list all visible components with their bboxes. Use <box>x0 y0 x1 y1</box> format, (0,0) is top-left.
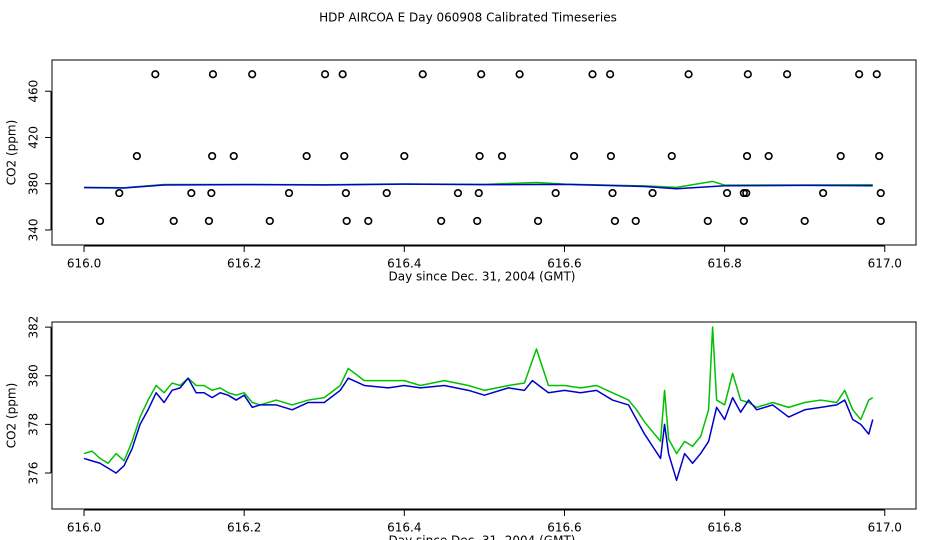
data-point <box>819 188 828 198</box>
data-point <box>477 70 486 79</box>
data-point <box>302 151 311 161</box>
data-point <box>739 216 748 226</box>
data-point <box>569 151 579 161</box>
data-point <box>667 151 676 161</box>
data-point <box>606 70 615 79</box>
data-point <box>453 188 463 198</box>
plot-frame <box>51 321 917 510</box>
y-tick-label: 376 <box>27 462 41 485</box>
data-point <box>515 70 524 79</box>
data-point <box>800 216 809 226</box>
page-title: HDP AIRCOA E Day 060908 Calibrated Times… <box>319 11 617 25</box>
data-point <box>743 70 752 79</box>
data-line <box>83 377 874 482</box>
x-tick-label: 616.2 <box>227 257 261 271</box>
data-point <box>703 216 712 226</box>
data-point <box>208 70 218 79</box>
y-tick-label: 380 <box>27 364 41 387</box>
data-point <box>418 70 427 79</box>
data-point <box>95 216 105 226</box>
x-axis-label: Day since Dec. 31, 2004 (GMT) <box>389 270 576 284</box>
data-point <box>876 216 885 226</box>
data-point <box>340 151 349 161</box>
data-point <box>473 216 482 226</box>
data-point <box>248 70 257 79</box>
x-tick-label: 616.4 <box>387 257 421 271</box>
data-point <box>855 70 864 79</box>
x-axis-label: Day since Dec. 31, 2004 (GMT) <box>389 534 576 540</box>
y-tick-label: 340 <box>27 219 41 242</box>
data-point <box>533 216 543 226</box>
data-point <box>284 188 294 198</box>
data-point <box>474 188 483 198</box>
data-point <box>208 151 217 161</box>
data-point <box>631 216 640 226</box>
y-tick-label: 460 <box>27 80 41 103</box>
y-tick-label: 378 <box>27 413 41 436</box>
data-point <box>684 70 693 79</box>
data-point <box>132 151 141 161</box>
data-point <box>872 70 881 79</box>
data-point <box>764 151 773 161</box>
x-tick-label: 616.6 <box>547 521 581 535</box>
data-point <box>610 216 620 226</box>
x-tick-label: 616.8 <box>707 521 741 535</box>
x-tick-label: 616.2 <box>227 521 261 535</box>
x-tick-label: 616.6 <box>547 257 581 271</box>
data-point <box>875 151 884 161</box>
data-point <box>204 216 214 226</box>
data-line <box>83 326 874 465</box>
data-point <box>475 151 484 161</box>
data-point <box>207 188 216 198</box>
data-point <box>115 188 124 198</box>
data-point <box>341 188 350 198</box>
data-point <box>608 188 617 198</box>
y-tick-label: 420 <box>27 126 41 149</box>
data-point <box>782 70 792 79</box>
y-tick-label: 382 <box>27 316 41 339</box>
x-tick-label: 617.0 <box>868 521 902 535</box>
data-point <box>400 151 409 161</box>
data-point <box>342 216 351 226</box>
data-point <box>169 216 178 226</box>
data-point <box>876 188 885 198</box>
y-axis-label: CO2 (ppm) <box>5 120 19 186</box>
data-point <box>497 151 507 161</box>
x-tick-label: 616.0 <box>67 257 101 271</box>
data-point <box>229 151 238 161</box>
x-tick-label: 616.8 <box>707 257 741 271</box>
data-point <box>551 188 560 198</box>
y-axis-label: CO2 (ppm) <box>5 383 19 449</box>
data-point <box>338 70 347 79</box>
data-point <box>437 216 446 226</box>
data-point <box>382 188 391 198</box>
plot-frame <box>51 59 917 246</box>
x-tick-label: 616.0 <box>67 521 101 535</box>
data-point <box>588 70 597 79</box>
data-point <box>742 188 751 198</box>
data-point <box>151 70 160 79</box>
data-point <box>320 70 330 79</box>
x-tick-label: 617.0 <box>868 257 902 271</box>
data-point <box>742 151 752 161</box>
data-point <box>187 188 196 198</box>
data-point <box>364 216 373 226</box>
data-point <box>265 216 274 226</box>
data-line <box>84 183 873 190</box>
x-tick-label: 616.4 <box>387 521 421 535</box>
data-point <box>606 151 616 161</box>
data-point <box>722 188 732 198</box>
data-point <box>836 151 845 161</box>
y-tick-label: 380 <box>27 172 41 195</box>
data-point <box>648 188 657 198</box>
